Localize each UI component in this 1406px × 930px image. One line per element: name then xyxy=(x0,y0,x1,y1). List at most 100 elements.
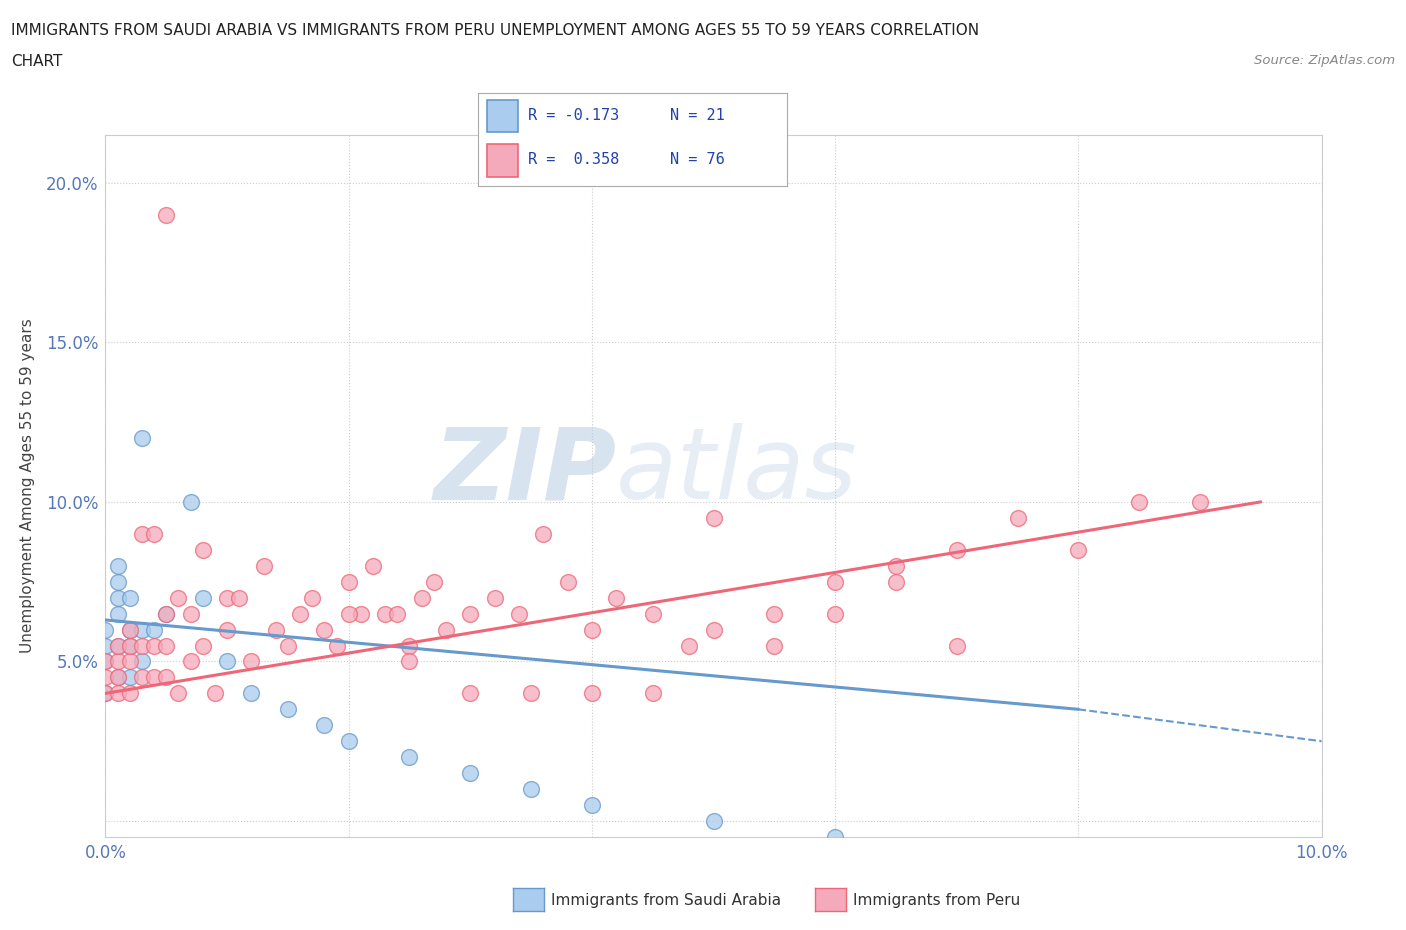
Point xyxy=(252,558,274,573)
Point xyxy=(264,622,287,637)
Point xyxy=(458,765,481,780)
Point xyxy=(94,638,117,653)
Point xyxy=(131,654,153,669)
Point xyxy=(1007,511,1029,525)
Point xyxy=(107,686,129,701)
Point xyxy=(277,702,299,717)
Point xyxy=(945,638,967,653)
Point xyxy=(641,606,664,621)
Point xyxy=(217,622,239,637)
Point xyxy=(107,654,129,669)
Point xyxy=(702,511,725,525)
Text: Immigrants from Peru: Immigrants from Peru xyxy=(853,893,1021,908)
Point xyxy=(155,606,177,621)
Point xyxy=(118,686,141,701)
Point xyxy=(107,558,129,573)
Point xyxy=(314,622,336,637)
Point xyxy=(277,638,299,653)
Point xyxy=(361,558,384,573)
Point xyxy=(217,654,239,669)
Point xyxy=(107,670,129,684)
Point xyxy=(107,591,129,605)
Text: N = 76: N = 76 xyxy=(669,153,724,167)
Point xyxy=(240,654,263,669)
Point xyxy=(884,558,907,573)
Point xyxy=(107,638,129,653)
Point xyxy=(94,654,117,669)
Point xyxy=(434,622,457,637)
Point xyxy=(228,591,250,605)
Point xyxy=(94,686,117,701)
Point xyxy=(520,782,543,797)
Point xyxy=(581,622,603,637)
Point xyxy=(131,670,153,684)
Point xyxy=(350,606,373,621)
Point xyxy=(131,526,153,541)
Point xyxy=(107,606,129,621)
Point xyxy=(180,654,202,669)
Point xyxy=(180,495,202,510)
Point xyxy=(131,638,153,653)
Point xyxy=(945,542,967,557)
Point xyxy=(314,718,336,733)
Point xyxy=(180,606,202,621)
Point xyxy=(884,574,907,589)
Text: Immigrants from Saudi Arabia: Immigrants from Saudi Arabia xyxy=(551,893,782,908)
Point xyxy=(107,670,129,684)
Point xyxy=(387,606,409,621)
Point xyxy=(398,654,420,669)
Point xyxy=(458,606,481,621)
Point xyxy=(191,591,214,605)
Point xyxy=(520,686,543,701)
Point xyxy=(325,638,347,653)
Text: CHART: CHART xyxy=(11,54,63,69)
Point xyxy=(1067,861,1090,876)
Point xyxy=(288,606,311,621)
Point xyxy=(702,622,725,637)
Point xyxy=(581,798,603,813)
Point xyxy=(143,622,166,637)
Point xyxy=(155,638,177,653)
Point xyxy=(337,734,360,749)
Point xyxy=(824,574,846,589)
Point xyxy=(94,622,117,637)
Point xyxy=(118,591,141,605)
Point xyxy=(763,638,786,653)
Point xyxy=(131,622,153,637)
Point xyxy=(374,606,396,621)
Point xyxy=(167,686,190,701)
Point xyxy=(204,686,226,701)
Text: R = -0.173: R = -0.173 xyxy=(527,108,619,123)
Text: IMMIGRANTS FROM SAUDI ARABIA VS IMMIGRANTS FROM PERU UNEMPLOYMENT AMONG AGES 55 : IMMIGRANTS FROM SAUDI ARABIA VS IMMIGRAN… xyxy=(11,23,980,38)
Point xyxy=(118,638,141,653)
Point xyxy=(191,542,214,557)
Point xyxy=(118,622,141,637)
Point xyxy=(118,638,141,653)
Point xyxy=(94,654,117,669)
Point xyxy=(155,670,177,684)
Point xyxy=(118,622,141,637)
Point xyxy=(217,591,239,605)
Point xyxy=(581,686,603,701)
Point xyxy=(337,606,360,621)
Point xyxy=(301,591,323,605)
Point xyxy=(411,591,433,605)
Point xyxy=(131,431,153,445)
Point xyxy=(531,526,554,541)
Point xyxy=(458,686,481,701)
Text: Source: ZipAtlas.com: Source: ZipAtlas.com xyxy=(1254,54,1395,67)
Point xyxy=(824,830,846,844)
Point xyxy=(94,670,117,684)
Point xyxy=(107,574,129,589)
Point xyxy=(824,606,846,621)
Point xyxy=(1128,495,1150,510)
Point xyxy=(508,606,530,621)
Point xyxy=(763,606,786,621)
Point xyxy=(484,591,506,605)
Point xyxy=(118,670,141,684)
FancyBboxPatch shape xyxy=(488,100,519,132)
Point xyxy=(118,654,141,669)
Point xyxy=(641,686,664,701)
Point xyxy=(557,574,579,589)
Text: atlas: atlas xyxy=(616,423,858,521)
